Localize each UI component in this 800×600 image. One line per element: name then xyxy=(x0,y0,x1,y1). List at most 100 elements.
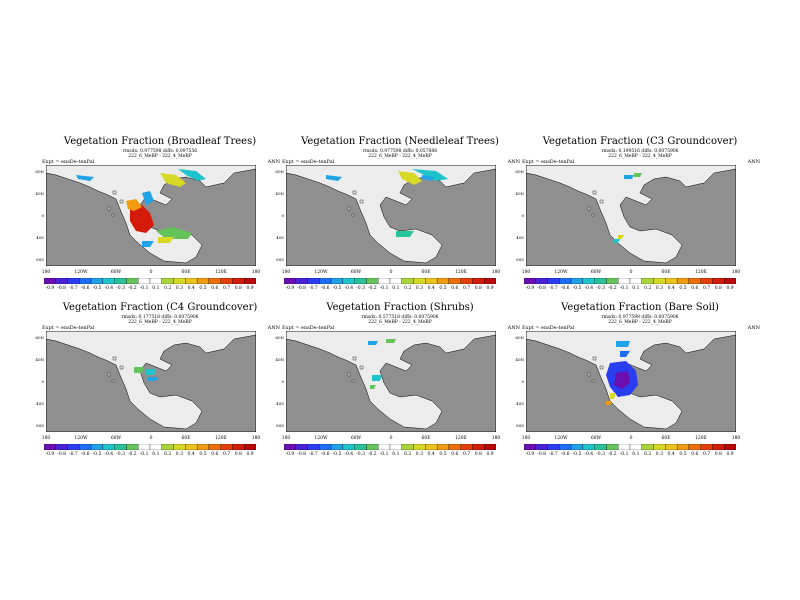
meta-experiments: 222_6_MeBP - 222_4_MeBP xyxy=(368,154,432,159)
colorbar-swatch xyxy=(114,444,127,450)
land-mass xyxy=(46,331,256,430)
y-tick: 40S xyxy=(36,235,44,240)
colorbar-swatch xyxy=(102,278,115,284)
colorbar-swatch xyxy=(232,278,245,284)
colorbar-swatch xyxy=(606,278,619,284)
colorbar-label: 0.8 xyxy=(234,452,242,457)
colorbar-label: 0.7 xyxy=(703,452,711,457)
colorbar-swatch xyxy=(559,444,572,450)
colorbar-swatch xyxy=(220,444,233,450)
colorbar-label: 0.7 xyxy=(223,452,231,457)
colorbar-swatch xyxy=(524,278,536,284)
x-tick: 120W xyxy=(314,436,328,441)
colorbar-swatch xyxy=(149,278,162,284)
panel-title: Vegetation Fraction (C3 Groundcover) xyxy=(542,136,738,147)
colorbar-label: -0.1 xyxy=(139,286,149,291)
x-tick: 60W xyxy=(590,436,602,441)
veg-cyan-core xyxy=(146,369,156,375)
veg-yellow-north xyxy=(160,173,186,187)
colorbar-swatch xyxy=(594,444,607,450)
veg-yellow-north xyxy=(398,171,422,185)
y-tick: 80S xyxy=(276,423,284,428)
x-tick: 120W xyxy=(314,270,328,275)
y-tick: 60N xyxy=(275,335,284,340)
colorbar-swatch xyxy=(547,278,560,284)
colorbar xyxy=(524,444,736,450)
x-tick: 180 xyxy=(521,270,531,275)
colorbar-swatch xyxy=(436,444,450,450)
colorbar-label: 0.5 xyxy=(439,452,447,457)
veg-green-north xyxy=(634,173,642,177)
veg-yellow-core xyxy=(610,393,616,399)
colorbar-label: 0.1 xyxy=(392,286,400,291)
y-tick: 0 xyxy=(521,379,524,384)
colorbar-swatch xyxy=(425,444,438,450)
period-label: ANN xyxy=(507,159,520,165)
veg-cyan-south xyxy=(142,241,154,247)
colorbar-swatch xyxy=(629,444,642,450)
colorbar-label: -0.7 xyxy=(549,452,558,457)
y-tick: 40S xyxy=(516,235,524,240)
colorbar-label: -0.5 xyxy=(572,452,582,457)
colorbar-label: 0.4 xyxy=(427,452,435,457)
colorbar-label: -0.6 xyxy=(320,286,330,291)
colorbar-swatch xyxy=(378,278,391,284)
colorbar-label: -0.2 xyxy=(367,286,377,291)
x-tick: 120W xyxy=(554,436,568,441)
colorbar-swatch xyxy=(185,444,198,450)
colorbar-label: -0.4 xyxy=(104,452,114,457)
colorbar-swatch xyxy=(460,278,473,284)
colorbar-label: -0.1 xyxy=(379,452,389,457)
x-tick: 120W xyxy=(74,436,88,441)
colorbar-swatch xyxy=(244,444,256,450)
colorbar-label: 0.5 xyxy=(439,286,447,291)
colorbar-label: 0.4 xyxy=(187,452,195,457)
colorbar-swatch xyxy=(653,278,666,284)
colorbar-swatch xyxy=(319,444,332,450)
colorbar-label: -0.6 xyxy=(560,286,570,291)
colorbar-label: -0.8 xyxy=(537,452,547,457)
y-tick: 80S xyxy=(36,257,44,262)
meta-rmsd: rmsdx: 0.177518 diffs: 0.0075906 xyxy=(121,315,199,320)
y-tick: 40N xyxy=(35,357,44,362)
map xyxy=(526,165,736,266)
colorbar-swatch xyxy=(676,278,690,284)
y-tick: 40S xyxy=(516,401,524,406)
colorbar-label: -0.3 xyxy=(596,452,605,457)
veg-cyan-core xyxy=(372,375,382,381)
colorbar-label: -0.4 xyxy=(344,452,354,457)
veg-cyan-south xyxy=(614,239,620,243)
colorbar-swatch xyxy=(173,278,186,284)
veg-purple-core xyxy=(614,371,630,389)
y-tick: 40S xyxy=(276,401,284,406)
colorbar-label: 0.3 xyxy=(655,452,663,457)
veg-cyan-north xyxy=(616,341,630,347)
colorbar-label: -0.1 xyxy=(619,452,629,457)
colorbar-swatch xyxy=(448,278,461,284)
map xyxy=(526,331,736,432)
colorbar-swatch xyxy=(582,444,595,450)
colorbar-swatch xyxy=(114,278,127,284)
colorbar-label: -0.2 xyxy=(367,452,377,457)
colorbar-swatch xyxy=(44,278,56,284)
colorbar-label: 0.7 xyxy=(463,286,471,291)
colorbar-label: -0.3 xyxy=(596,286,605,291)
colorbar-swatch xyxy=(366,278,379,284)
colorbar-swatch xyxy=(676,444,690,450)
colorbar-swatch xyxy=(67,278,80,284)
colorbar-swatch xyxy=(55,278,68,284)
x-tick: 180 xyxy=(731,436,741,441)
colorbar-swatch xyxy=(629,278,642,284)
x-tick: 0 xyxy=(149,436,153,441)
colorbar-label: 0.1 xyxy=(632,452,640,457)
x-tick: 60E xyxy=(181,436,191,441)
x-tick: 180 xyxy=(491,436,501,441)
veg-cyan-north xyxy=(178,169,206,181)
colorbar-label: -0.9 xyxy=(525,452,535,457)
veg-green-north xyxy=(386,339,396,343)
colorbar-label: 0.8 xyxy=(714,452,722,457)
colorbar-label: -0.2 xyxy=(607,452,617,457)
colorbar-label: 0.6 xyxy=(691,286,699,291)
colorbar-label: -0.7 xyxy=(309,452,318,457)
colorbar-label: 0.9 xyxy=(726,452,734,457)
